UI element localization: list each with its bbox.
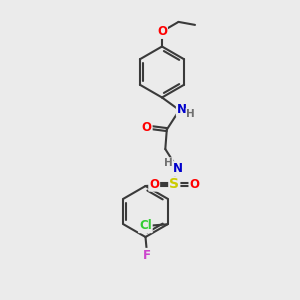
Text: S: S — [169, 177, 179, 191]
Text: O: O — [189, 178, 200, 191]
Text: H: H — [186, 109, 195, 119]
Text: H: H — [164, 158, 173, 168]
Text: N: N — [173, 162, 183, 175]
Text: O: O — [149, 178, 159, 191]
Text: O: O — [157, 25, 167, 38]
Text: O: O — [142, 121, 152, 134]
Text: F: F — [143, 249, 151, 262]
Text: Cl: Cl — [139, 219, 152, 232]
Text: N: N — [177, 103, 187, 116]
